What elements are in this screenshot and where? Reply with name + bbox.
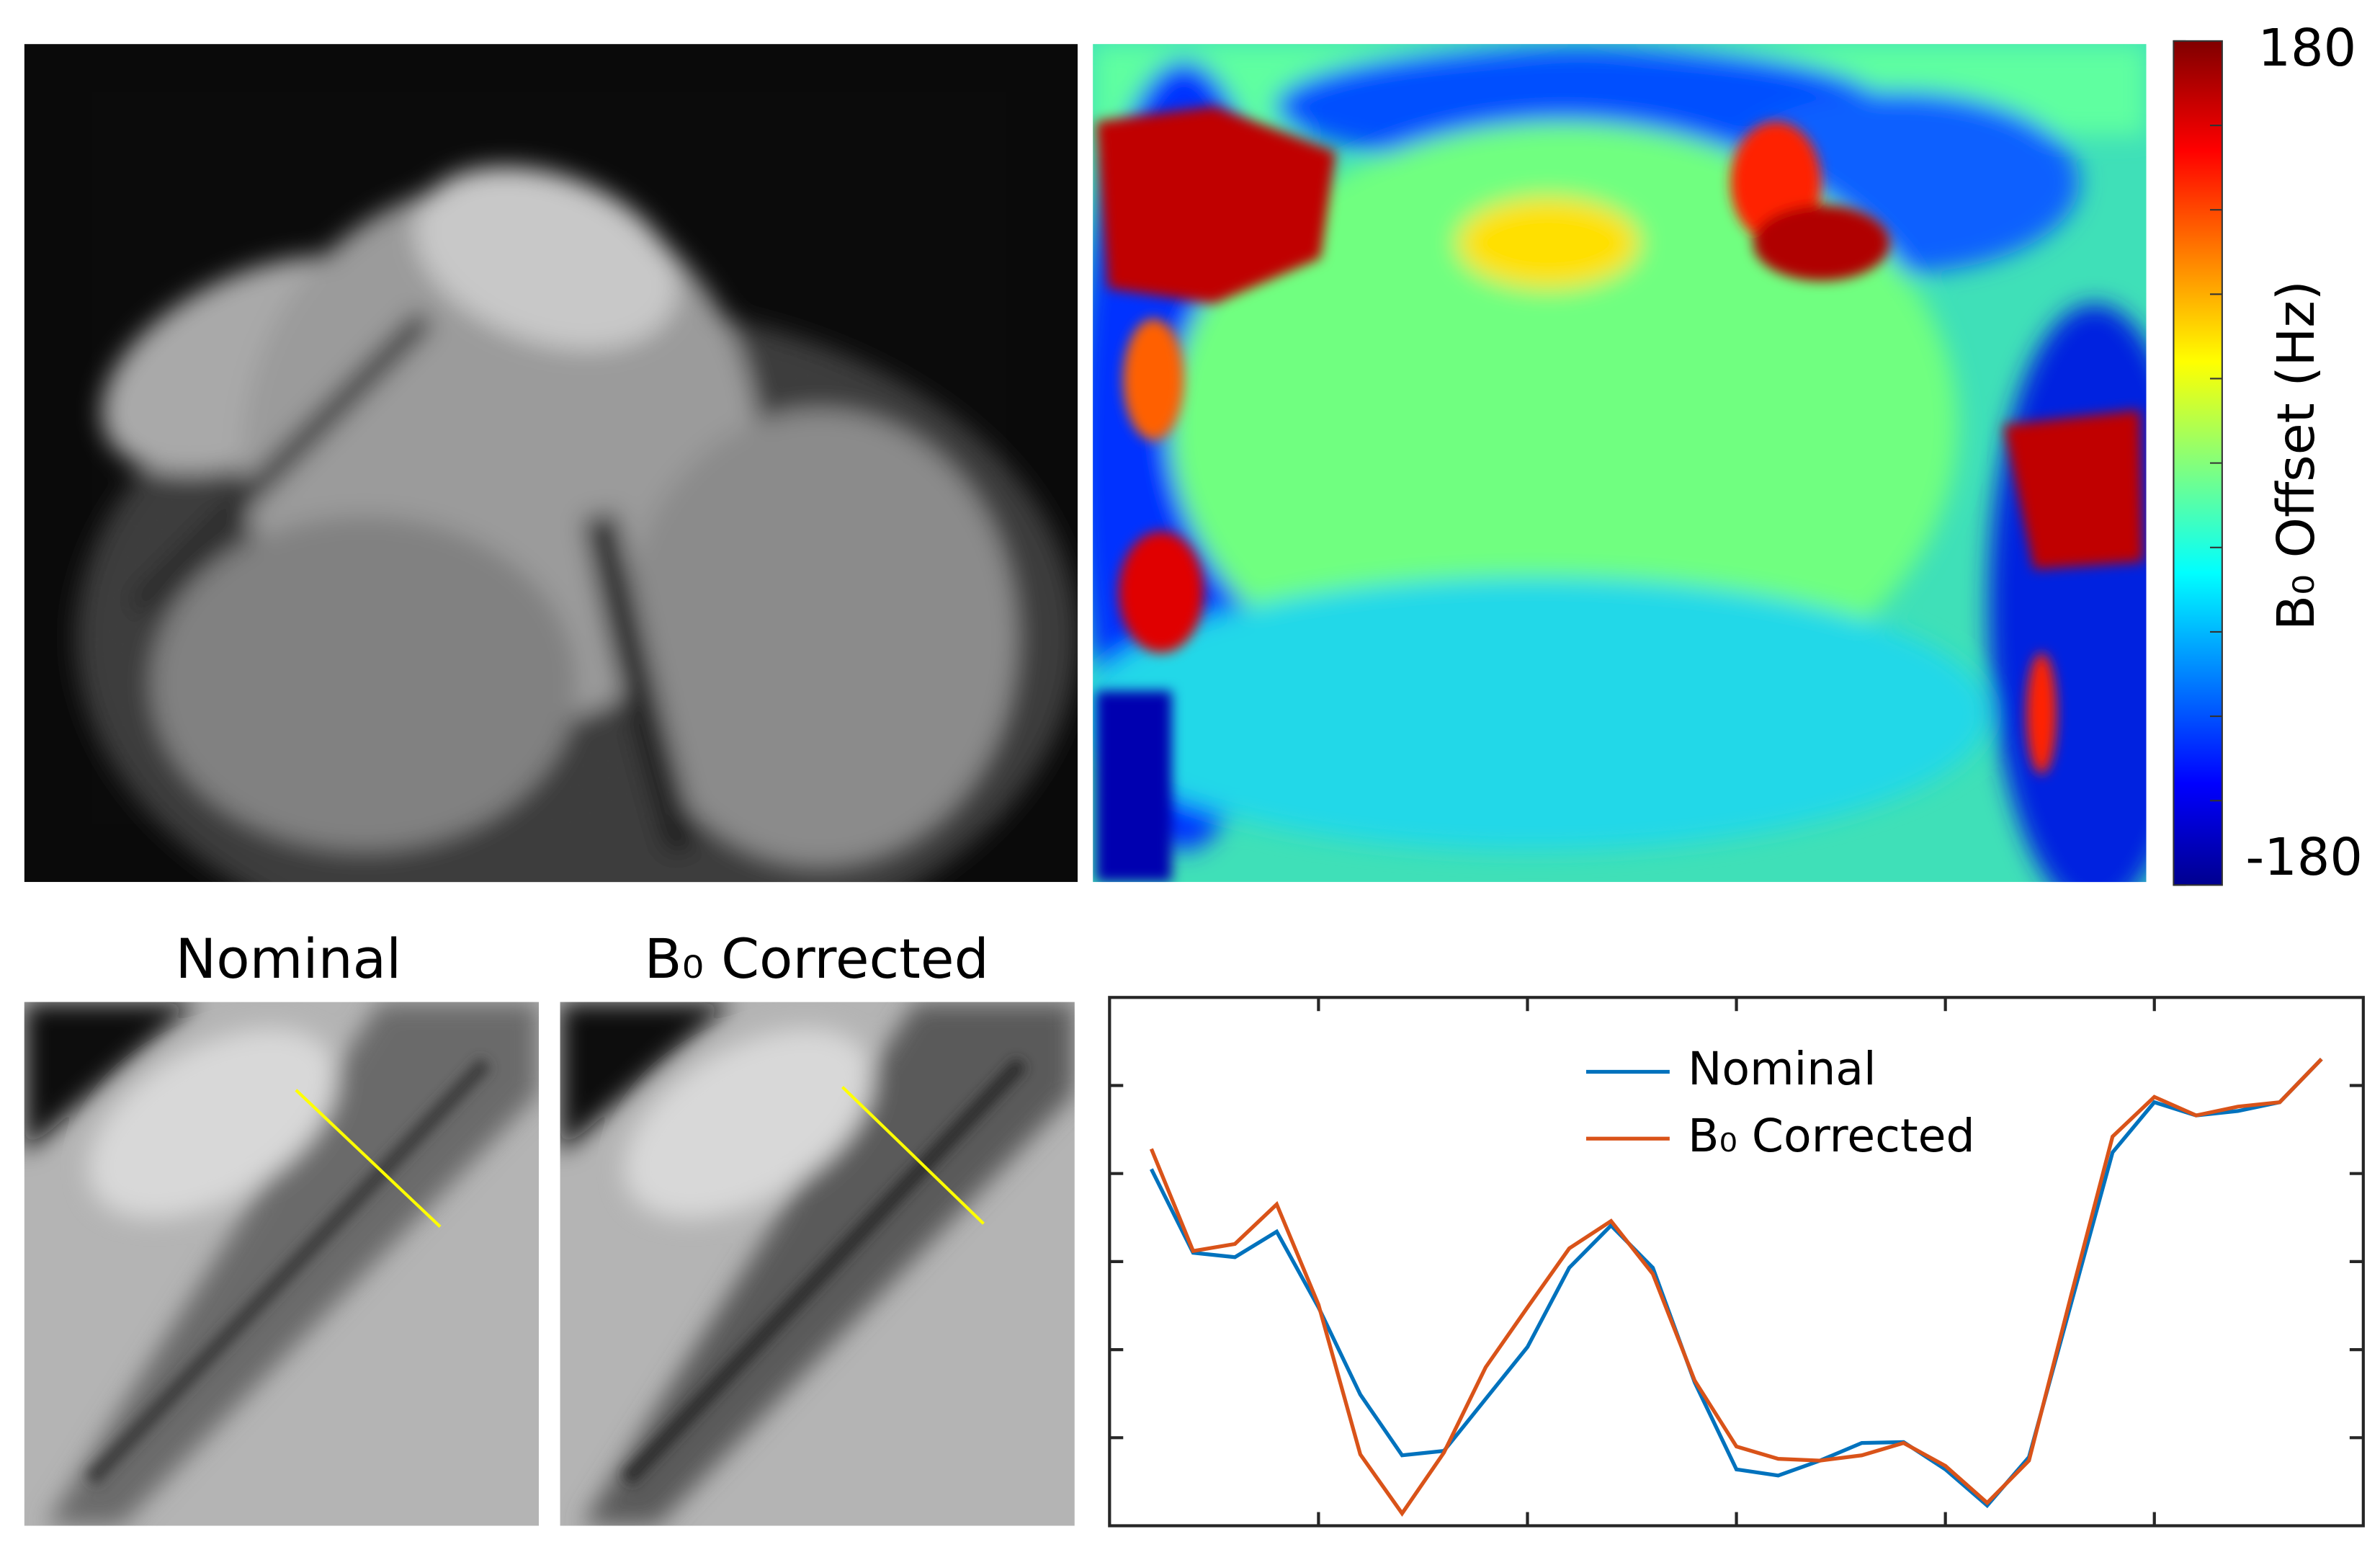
- profile-line: [295, 1089, 442, 1228]
- zoom-corrected: [560, 1002, 1075, 1526]
- magnitude-image: [24, 44, 1078, 883]
- profile-line: [841, 1086, 985, 1225]
- field-map: [1093, 44, 2147, 883]
- colorbar-label: B₀ Offset (Hz): [2266, 280, 2326, 630]
- panel-title: Nominal: [175, 927, 401, 991]
- colorbar-min-label: -180: [2245, 827, 2363, 887]
- colorbar-max-label: 180: [2258, 18, 2356, 78]
- legend-label: B₀ Corrected: [1688, 1109, 1975, 1162]
- data-line: [1149, 1057, 2323, 1517]
- panel-title: B₀ Corrected: [645, 927, 989, 991]
- zoom-nominal: [24, 1002, 540, 1526]
- data-line: [1149, 1057, 2323, 1509]
- line-chart: Nominal B₀ Corrected: [1109, 997, 2363, 1526]
- legend-label: Nominal: [1688, 1042, 1876, 1095]
- colorbar-ticks: [2173, 40, 2222, 886]
